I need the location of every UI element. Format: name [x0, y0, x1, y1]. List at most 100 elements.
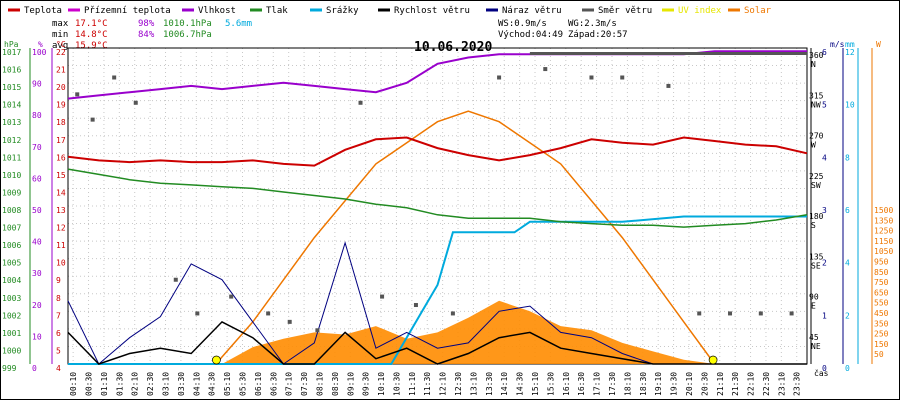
tick-label-w: 850: [874, 268, 889, 277]
stat-label: min: [52, 30, 68, 40]
tick-label-hpa: 1011: [2, 153, 21, 162]
tick-label-hpa: 1000: [2, 346, 21, 355]
stat-value: WG:2.3m/s: [568, 19, 617, 29]
tick-label-dir: 45: [809, 333, 819, 342]
tick-label-x: 20:10: [685, 372, 694, 396]
tick-label-x: 16:10: [562, 372, 571, 396]
stat-value: 5.6mm: [225, 19, 252, 29]
tick-label-hpa: 1016: [2, 66, 21, 75]
tick-label-x: 23:30: [793, 372, 802, 396]
wind-direction-dot: [229, 294, 234, 299]
axis-label-mm: mm: [845, 40, 855, 49]
tick-label-pct: 30: [32, 269, 42, 278]
sunrise-marker: [212, 355, 221, 365]
tick-label-x: 14:10: [500, 372, 509, 396]
stat-value: Západ:20:57: [568, 30, 628, 40]
tick-label-mm: 12: [845, 48, 855, 57]
tick-label-x: 07:10: [285, 372, 294, 396]
wind-direction-dot: [90, 117, 95, 122]
tick-label-degc: 17: [56, 136, 66, 145]
tick-label-x: 23:10: [777, 372, 786, 396]
tick-label-dir: 270: [809, 132, 824, 141]
axis-label-degc: °C: [56, 40, 66, 49]
tick-label-dir: 135: [809, 252, 824, 261]
tick-label-w: 950: [874, 258, 889, 267]
tick-label-w: 1250: [874, 227, 893, 236]
tick-label-w: 1050: [874, 247, 893, 256]
axis-label-hpa: hPa: [4, 40, 19, 49]
tick-label-w: 1350: [874, 216, 893, 225]
wind-direction-dot: [112, 75, 117, 80]
tick-label-hpa: 1002: [2, 311, 21, 320]
tick-label-mm: 8: [845, 153, 850, 162]
tick-label-pct: 40: [32, 238, 42, 247]
tick-label-degc: 21: [56, 66, 66, 75]
tick-label-w: 750: [874, 278, 889, 287]
tick-label-pct: 10: [32, 332, 42, 341]
stat-value: 98%: [138, 19, 155, 29]
tick-label-w: 650: [874, 288, 889, 297]
tick-label-hpa: 1003: [2, 294, 21, 303]
tick-label-dir-name: W: [811, 141, 816, 150]
tick-label-x: 19:30: [670, 372, 679, 396]
wind-direction-dot: [497, 75, 502, 80]
wind-direction-dot: [380, 294, 385, 299]
wind-direction-dot: [358, 100, 363, 105]
wind-direction-dot: [75, 92, 80, 97]
wind-direction-dot: [620, 75, 625, 80]
tick-label-x: 08:30: [331, 372, 340, 396]
tick-label-w: 50: [874, 350, 884, 359]
legend-label: Náraz větru: [502, 6, 562, 16]
tick-label-pct: 80: [32, 111, 42, 120]
tick-label-hpa: 1017: [2, 48, 21, 57]
tick-label-pct: 90: [32, 80, 42, 89]
tick-label-dir-name: SE: [811, 261, 821, 270]
tick-label-degc: 6: [56, 329, 61, 338]
legend-label: Teplota: [24, 6, 62, 16]
tick-label-w: 1500: [874, 206, 893, 215]
tick-label-x: 19:10: [654, 372, 663, 396]
tick-label-w: 1150: [874, 237, 893, 246]
tick-label-pct: 20: [32, 301, 42, 310]
stat-value: 15.9°C: [75, 41, 108, 51]
tick-label-x: 10:30: [392, 372, 401, 396]
stat-value: Východ:04:49: [498, 30, 563, 40]
legend-label: Rychlost větru: [394, 6, 470, 16]
tick-label-ms: 6: [822, 48, 827, 57]
wind-direction-dot: [697, 311, 702, 316]
tick-label-pct: 70: [32, 143, 42, 152]
stat-value: 1006.7hPa: [163, 30, 212, 40]
tick-label-x: 01:30: [115, 372, 124, 396]
tick-label-pct: 100: [32, 48, 47, 57]
stat-label: avg: [52, 41, 68, 51]
legend-label: Vlhkost: [198, 6, 236, 16]
tick-label-degc: 14: [56, 188, 66, 197]
tick-label-hpa: 1005: [2, 259, 21, 268]
tick-label-x: 21:10: [716, 372, 725, 396]
sunset-marker: [708, 355, 718, 365]
tick-label-ms: 1: [822, 311, 827, 320]
humidity-line: [67, 50, 807, 100]
wind-direction-dot: [543, 67, 548, 72]
pressure-line: [67, 168, 808, 228]
tick-label-hpa: 1008: [2, 206, 21, 215]
stat-label: max: [52, 19, 69, 29]
tick-label-ms: 4: [822, 153, 827, 162]
tick-label-degc: 9: [56, 276, 61, 285]
tick-label-mm: 4: [845, 259, 850, 268]
tick-label-w: 550: [874, 299, 889, 308]
tick-label-hpa: 1012: [2, 136, 21, 145]
tick-label-x: 18:30: [639, 372, 648, 396]
wind-direction-dot: [758, 311, 763, 316]
tick-label-degc: 10: [56, 259, 66, 268]
tick-label-x: 03:10: [162, 372, 171, 396]
wind-direction-dot: [728, 311, 733, 316]
tick-label-pct: 0: [32, 364, 37, 373]
tick-label-x: 16:30: [577, 372, 586, 396]
tick-label-hpa: 1014: [2, 101, 21, 110]
tick-label-degc: 7: [56, 311, 61, 320]
wind-direction-dot: [266, 311, 271, 316]
solar-area: [222, 300, 715, 364]
tick-label-hpa: 1001: [2, 329, 21, 338]
tick-label-x: 10:10: [377, 372, 386, 396]
